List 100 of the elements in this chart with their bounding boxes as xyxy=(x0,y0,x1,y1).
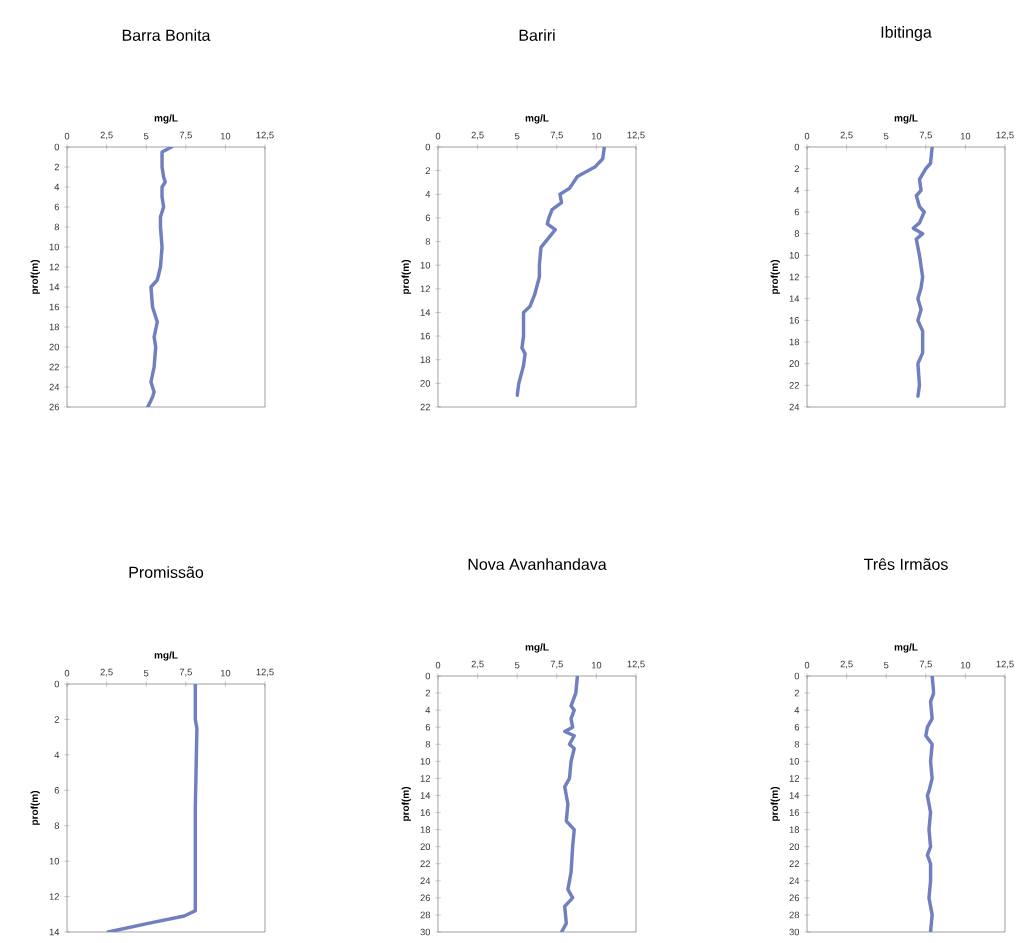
x-axis-title: mg/L xyxy=(894,114,918,124)
x-tick-label: 12,5 xyxy=(627,131,645,140)
x-tick-label: 2,5 xyxy=(840,660,853,669)
chart-title: Barra Bonita xyxy=(122,29,211,41)
y-tick-label: 2 xyxy=(425,167,430,174)
x-tick-label: 10 xyxy=(220,669,231,677)
y-tick-label: 2 xyxy=(794,689,799,697)
y-tick-label: 16 xyxy=(420,809,431,816)
x-tick-label: 10 xyxy=(960,661,971,669)
x-tick-label: 0 xyxy=(64,132,70,140)
y-tick-label: 16 xyxy=(49,303,60,311)
y-tick-label: 18 xyxy=(789,826,800,833)
y-tick-label: 8 xyxy=(794,740,800,748)
x-tick-label: 12,5 xyxy=(996,660,1014,669)
y-tick-label: 24 xyxy=(49,383,60,391)
y-tick-label: 4 xyxy=(425,706,431,714)
chart-title: Bariri xyxy=(519,29,555,41)
y-tick-label: 2 xyxy=(425,689,430,697)
y-tick-label: 14 xyxy=(49,283,60,291)
y-tick-label: 30 xyxy=(789,928,800,936)
y-tick-label: 16 xyxy=(420,332,431,340)
y-tick-label: 8 xyxy=(425,238,431,245)
line-series xyxy=(911,147,934,398)
x-tick-label: 5 xyxy=(143,132,149,140)
x-tick-label: 7,5 xyxy=(550,660,563,669)
x-tick-label: 10 xyxy=(220,132,231,140)
y-tick-label: 10 xyxy=(420,758,431,765)
y-tick-label: 14 xyxy=(789,295,800,302)
x-tick-label: 7,5 xyxy=(919,131,932,140)
y-tick-label: 10 xyxy=(789,758,800,765)
y-tick-label: 0 xyxy=(54,680,60,688)
line-series xyxy=(106,684,199,933)
y-tick-label: 4 xyxy=(794,187,800,194)
y-axis-title: prof(m) xyxy=(770,260,780,294)
y-tick-label: 12 xyxy=(420,775,430,782)
y-tick-label: 6 xyxy=(54,203,60,211)
y-tick-label: 10 xyxy=(420,261,431,269)
x-tick-label: 2,5 xyxy=(100,131,113,140)
y-tick-label: 2 xyxy=(794,165,799,172)
x-tick-label: 7,5 xyxy=(919,660,932,669)
y-tick-label: 8 xyxy=(425,740,431,748)
y-tick-label: 26 xyxy=(420,894,431,902)
y-tick-label: 4 xyxy=(54,751,60,759)
y-tick-label: 10 xyxy=(49,243,60,251)
x-tick-label: 2,5 xyxy=(471,131,484,140)
x-tick-label: 10 xyxy=(960,132,971,140)
y-tick-label: 6 xyxy=(54,787,60,794)
y-tick-label: 2 xyxy=(54,163,59,171)
y-tick-label: 20 xyxy=(789,843,800,850)
y-tick-label: 28 xyxy=(789,911,800,919)
y-tick-label: 6 xyxy=(794,208,800,216)
x-tick-label: 5 xyxy=(883,132,889,140)
y-tick-label: 12 xyxy=(789,273,799,281)
x-tick-label: 2,5 xyxy=(100,668,113,677)
y-tick-label: 12 xyxy=(49,893,59,900)
y-tick-label: 12 xyxy=(789,775,799,782)
x-tick-label: 0 xyxy=(804,661,810,669)
x-axis-title: mg/L xyxy=(154,114,178,124)
x-axis-title: mg/L xyxy=(525,114,549,124)
x-tick-label: 0 xyxy=(804,132,810,140)
y-tick-label: 0 xyxy=(425,143,431,151)
y-tick-label: 22 xyxy=(789,860,799,867)
y-tick-label: 22 xyxy=(420,403,430,411)
y-axis-title: prof(m) xyxy=(401,787,411,821)
x-tick-label: 5 xyxy=(143,669,149,677)
chart-title: Três Irmãos xyxy=(863,558,948,570)
chart-title: Nova Avanhandava xyxy=(468,558,607,570)
x-axis-title: mg/L xyxy=(525,643,549,653)
y-axis-title: prof(m) xyxy=(401,260,411,294)
y-tick-label: 24 xyxy=(420,877,431,885)
y-axis-title: prof(m) xyxy=(770,787,780,821)
y-tick-label: 24 xyxy=(789,877,800,885)
y-tick-label: 20 xyxy=(789,360,800,367)
y-tick-label: 12 xyxy=(49,263,59,271)
y-tick-label: 8 xyxy=(794,230,800,237)
x-tick-label: 7,5 xyxy=(179,131,192,140)
x-axis-title: mg/L xyxy=(154,651,178,661)
line-series xyxy=(146,147,174,407)
y-tick-label: 0 xyxy=(54,143,60,151)
x-tick-label: 2,5 xyxy=(471,660,484,669)
y-tick-label: 14 xyxy=(420,792,431,799)
y-tick-label: 2 xyxy=(54,716,59,723)
y-tick-label: 0 xyxy=(794,143,800,151)
y-tick-label: 18 xyxy=(420,826,431,833)
y-tick-label: 6 xyxy=(425,723,431,731)
x-tick-label: 0 xyxy=(435,132,441,140)
line-series xyxy=(559,676,580,933)
y-tick-label: 8 xyxy=(54,223,60,231)
y-tick-label: 30 xyxy=(420,928,431,936)
y-tick-label: 6 xyxy=(794,723,800,731)
y-tick-label: 22 xyxy=(420,860,430,867)
y-tick-label: 14 xyxy=(789,792,800,799)
x-tick-label: 10 xyxy=(591,132,602,140)
y-tick-label: 4 xyxy=(425,191,431,198)
y-tick-label: 28 xyxy=(420,911,431,919)
y-axis-title: prof(m) xyxy=(30,791,40,825)
x-tick-label: 12,5 xyxy=(627,660,645,669)
x-tick-label: 12,5 xyxy=(256,668,274,677)
y-tick-label: 6 xyxy=(425,214,431,222)
y-tick-label: 22 xyxy=(49,363,59,371)
